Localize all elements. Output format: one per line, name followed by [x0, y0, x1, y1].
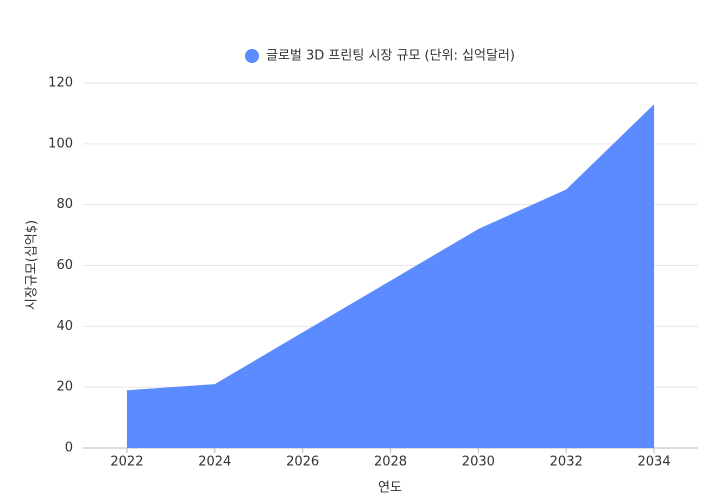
y-tick-label: 20 [56, 380, 73, 395]
y-tick-label: 40 [56, 319, 73, 334]
x-tick-label: 2028 [374, 455, 407, 470]
x-tick-label: 2034 [638, 455, 671, 470]
legend-swatch [245, 49, 259, 63]
x-tick-label: 2026 [286, 455, 319, 470]
y-tick-label: 0 [65, 441, 73, 456]
x-tick-label: 2022 [110, 455, 143, 470]
x-tick-label: 2024 [198, 455, 231, 470]
area [126, 104, 655, 449]
y-tick-label: 100 [48, 136, 73, 151]
legend-label: 글로벌 3D 프린팅 시장 규모 (단위: 십억달러) [266, 49, 515, 64]
x-tick-label: 2032 [550, 455, 583, 470]
x-tick-label: 2030 [462, 455, 495, 470]
y-tick-label: 120 [48, 76, 73, 91]
y-axis-label: 시장규모(십억$) [25, 220, 40, 310]
x-axis-label: 연도 [378, 481, 402, 496]
y-tick-label: 80 [56, 197, 73, 212]
y-tick-label: 60 [56, 258, 73, 273]
